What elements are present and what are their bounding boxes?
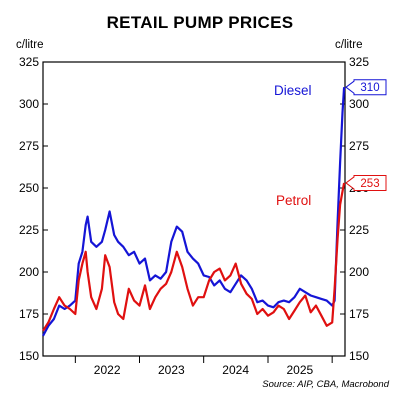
x-tick-label: 2022 [94,363,121,377]
series-labels: Diesel 310 Petrol 253 [274,79,387,208]
petrol-line [42,182,346,332]
y-tick-label-left: 300 [19,97,39,111]
y-tick-label-right: 175 [349,307,369,321]
petrol-series-label: Petrol [276,193,311,208]
y-tick-label-left: 200 [19,265,39,279]
y-tick-label-right: 225 [349,223,369,237]
y-tick-label-left: 275 [19,139,39,153]
chart-title: RETAIL PUMP PRICES [107,13,294,32]
y-tick-label-right: 325 [349,55,369,69]
diesel-end-value: 310 [360,82,379,94]
y-tick-label-right: 200 [349,265,369,279]
diesel-callout-box [345,79,387,96]
y-tick-label-left: 325 [19,55,39,69]
y-tick-label-left: 175 [19,307,39,321]
series-lines [42,87,346,337]
y-tick-label-left: 250 [19,181,39,195]
petrol-end-value: 253 [360,178,379,190]
y-tick-label-right: 150 [349,349,369,363]
plot-area [42,61,346,357]
y-tick-label-left: 225 [19,223,39,237]
petrol-callout-box [345,174,387,191]
y-axis-label-right: c/litre [335,39,362,51]
x-axis-ticks: 2022 2023 2024 2025 [94,363,314,377]
x-tick-label: 2024 [222,363,249,377]
y-tick-label-right: 275 [349,139,369,153]
y-tick-label-right: 300 [349,97,369,111]
y-tick-label-left: 150 [19,349,39,363]
diesel-series-label: Diesel [274,83,312,98]
source-note: Source: AIP, CBA, Macrobond [262,379,389,390]
diesel-end-value-callout: 310 [345,79,387,96]
y-axis-label-left: c/litre [16,39,43,51]
x-tick-label: 2025 [286,363,313,377]
year-dividers [74,356,333,363]
petrol-end-value-callout: 253 [345,174,387,191]
x-tick-label: 2023 [158,363,185,377]
y-axis-ticks: 1501501751752002002252252502502752753003… [19,55,369,363]
diesel-line [42,87,346,337]
